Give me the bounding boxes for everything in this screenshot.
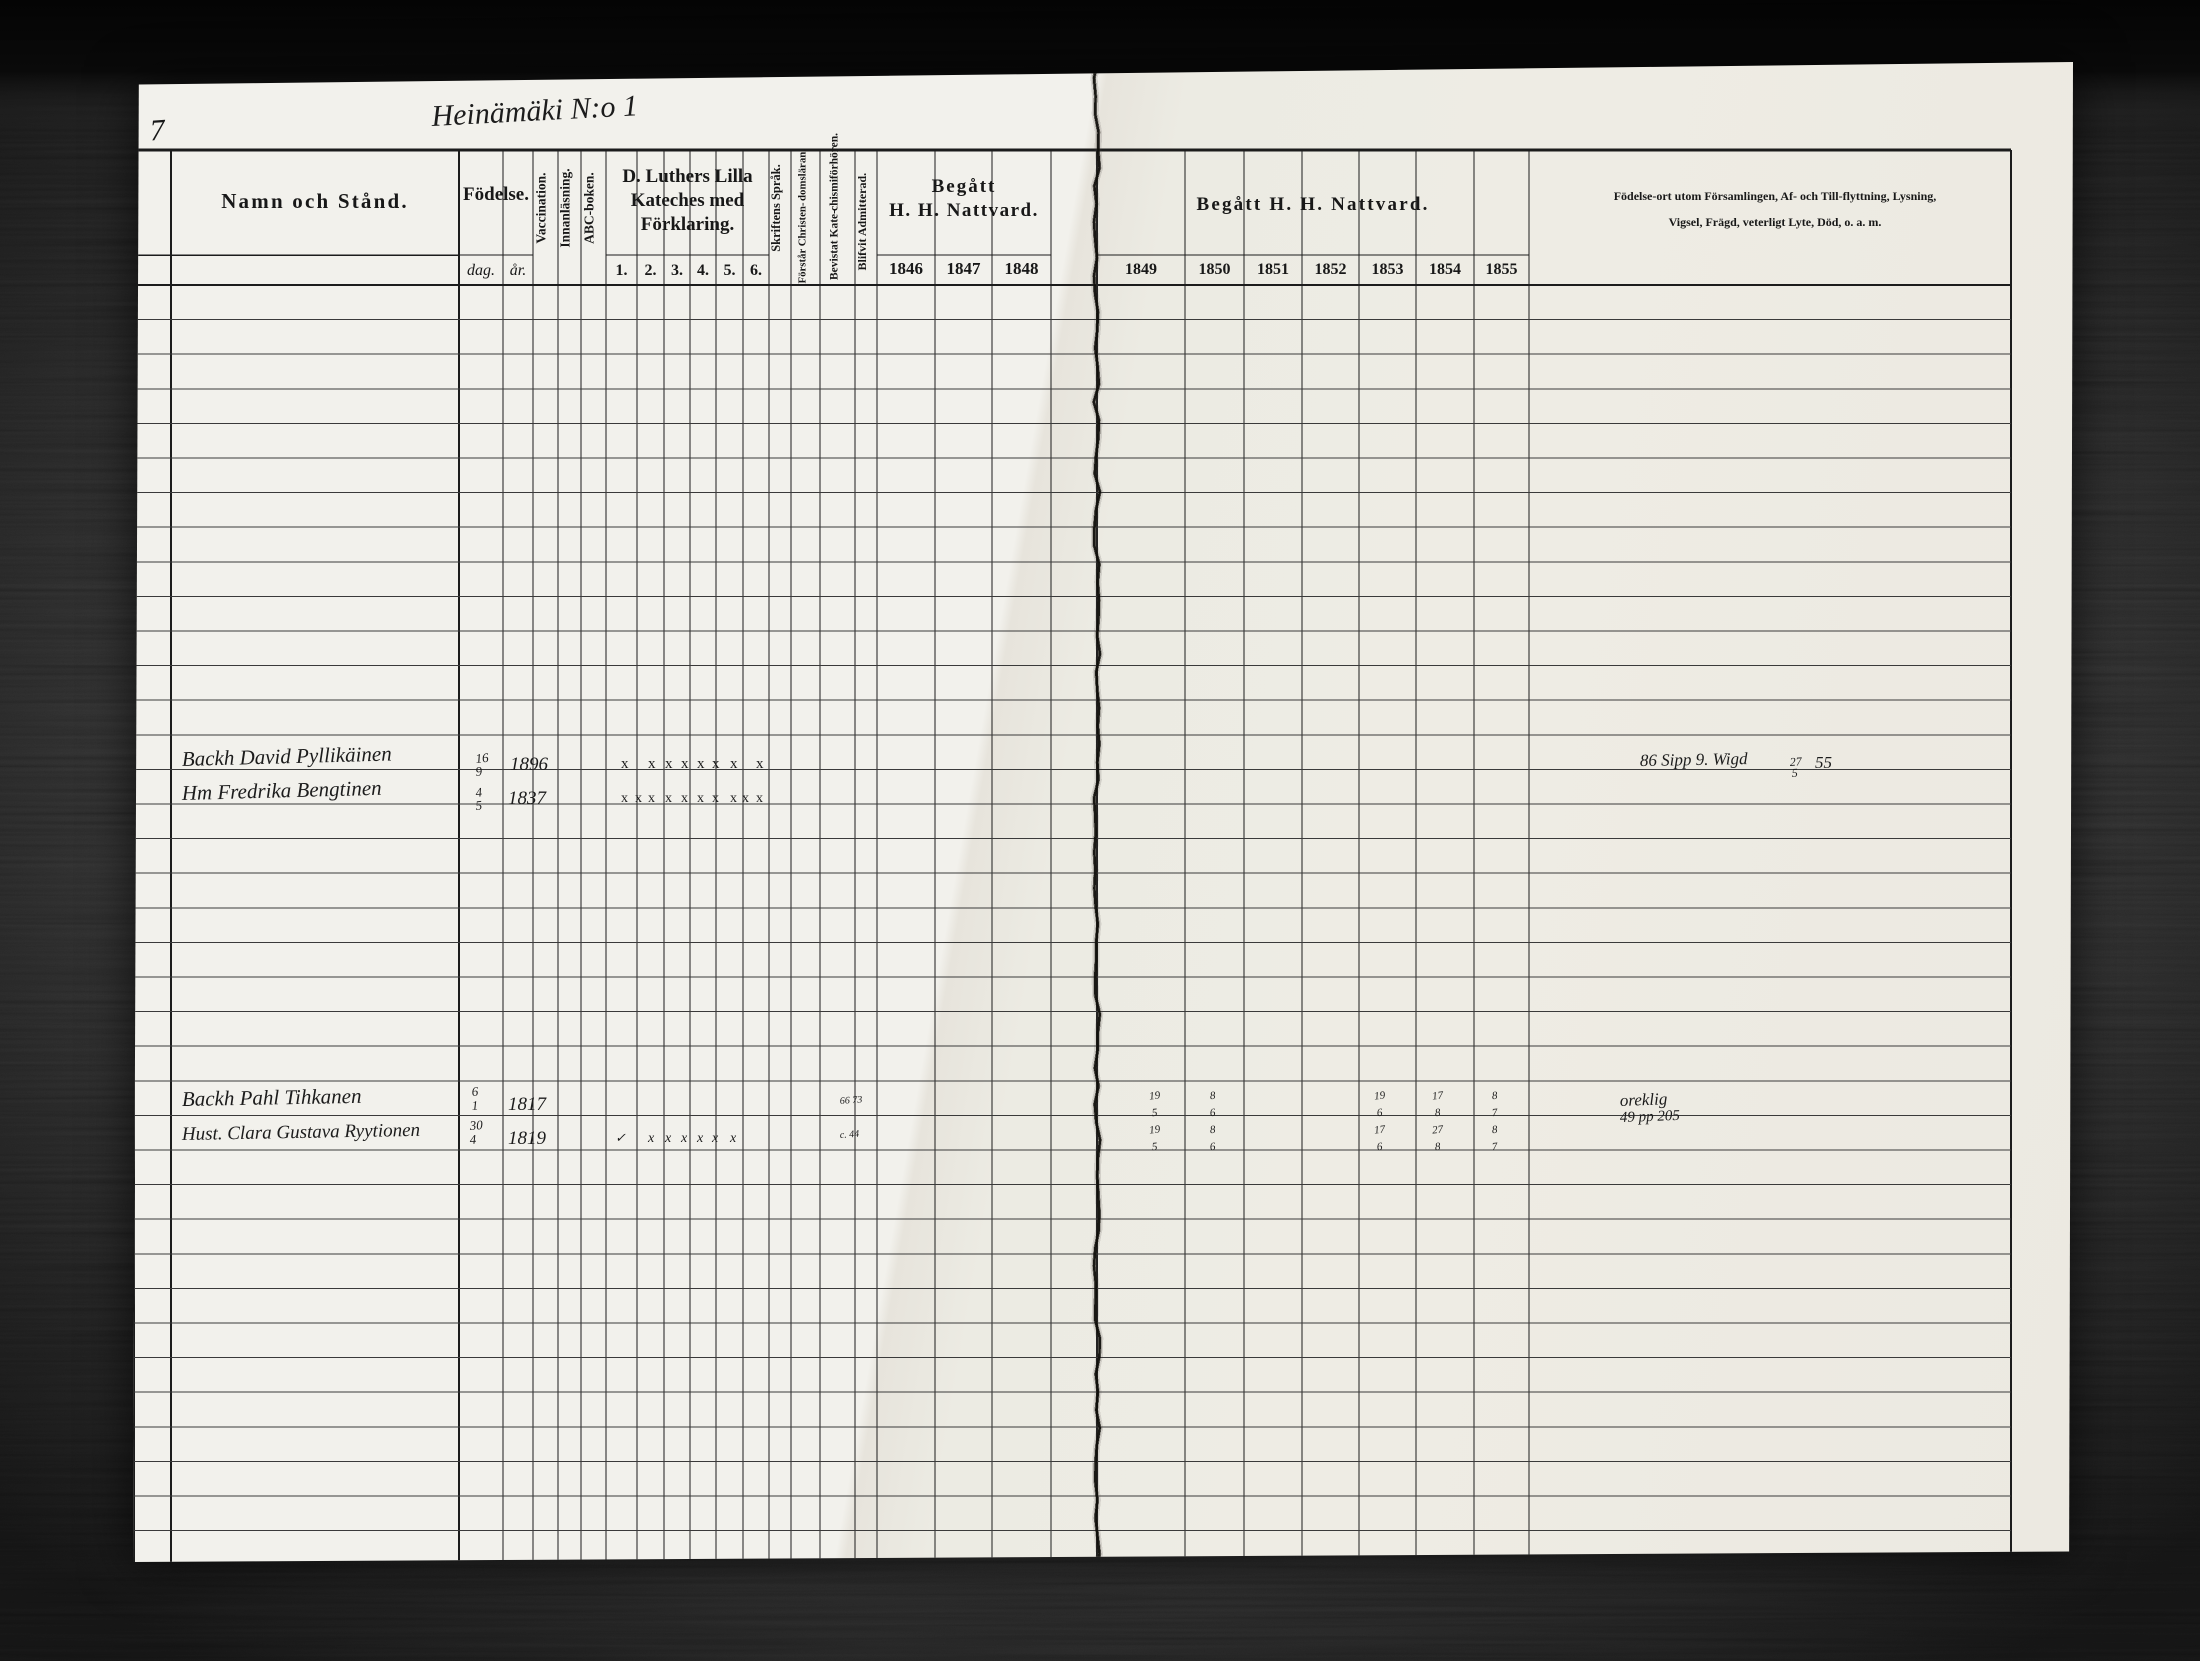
- svg-text:x: x: [756, 756, 764, 772]
- svg-text:5: 5: [1151, 1107, 1158, 1120]
- svg-text:oreklig: oreklig: [1619, 1089, 1667, 1110]
- svg-text:x: x: [730, 756, 738, 772]
- svg-text:x: x: [697, 756, 705, 772]
- svg-text:x: x: [711, 1131, 719, 1146]
- svg-text:x: x: [681, 791, 688, 806]
- svg-text:x: x: [647, 1131, 655, 1146]
- svg-text:8: 8: [1209, 1090, 1216, 1103]
- svg-text:6: 6: [1209, 1107, 1216, 1120]
- svg-text:Backh David Pyllikäinen: Backh David Pyllikäinen: [182, 742, 392, 771]
- svg-text:8: 8: [1491, 1124, 1498, 1137]
- svg-text:x: x: [665, 791, 672, 806]
- svg-text:7: 7: [1491, 1141, 1498, 1154]
- svg-text:c. 44: c. 44: [839, 1129, 859, 1141]
- svg-text:5: 5: [1791, 766, 1798, 780]
- svg-text:x: x: [680, 1131, 688, 1146]
- svg-text:x: x: [648, 756, 656, 772]
- svg-text:✓: ✓: [615, 1130, 626, 1145]
- svg-text:x: x: [621, 756, 629, 772]
- svg-text:1817: 1817: [508, 1094, 548, 1115]
- svg-text:x: x: [742, 791, 749, 806]
- svg-text:x: x: [712, 791, 719, 806]
- svg-text:4: 4: [469, 1132, 477, 1147]
- svg-text:19: 19: [1149, 1123, 1162, 1136]
- svg-text:1: 1: [471, 1098, 479, 1113]
- svg-text:Heinämäki N:o 1: Heinämäki N:o 1: [430, 89, 639, 133]
- svg-text:x: x: [681, 756, 689, 772]
- svg-text:6: 6: [471, 1084, 479, 1099]
- svg-text:x: x: [664, 1131, 672, 1146]
- svg-text:x: x: [635, 791, 642, 806]
- svg-text:27: 27: [1432, 1123, 1445, 1136]
- svg-text:5: 5: [475, 797, 484, 813]
- svg-text:8: 8: [1434, 1141, 1441, 1154]
- svg-text:17: 17: [1432, 1089, 1445, 1102]
- svg-text:8: 8: [1209, 1124, 1216, 1137]
- svg-text:19: 19: [1149, 1089, 1162, 1102]
- svg-text:x: x: [621, 791, 628, 806]
- svg-text:1896: 1896: [510, 754, 549, 775]
- svg-text:5: 5: [1151, 1141, 1158, 1154]
- svg-text:9: 9: [475, 763, 484, 779]
- svg-text:Hm Fredrika Bengtinen: Hm Fredrika Bengtinen: [181, 776, 382, 805]
- svg-text:17: 17: [1374, 1123, 1387, 1136]
- svg-text:1819: 1819: [508, 1128, 547, 1149]
- svg-text:x: x: [729, 1131, 737, 1146]
- svg-text:66 73: 66 73: [839, 1094, 862, 1107]
- svg-text:30: 30: [468, 1117, 484, 1133]
- svg-text:19: 19: [1374, 1089, 1387, 1102]
- svg-text:x: x: [756, 791, 763, 806]
- svg-text:8: 8: [1491, 1090, 1498, 1103]
- svg-text:7: 7: [1491, 1107, 1498, 1120]
- svg-text:1837: 1837: [508, 788, 548, 809]
- svg-text:Backh Pahl Tihkanen: Backh Pahl Tihkanen: [182, 1084, 362, 1111]
- svg-text:55: 55: [1815, 753, 1832, 772]
- svg-text:86 Sipp 9. Wigd: 86 Sipp 9. Wigd: [1640, 749, 1748, 770]
- svg-text:x: x: [730, 791, 737, 806]
- svg-text:x: x: [648, 791, 655, 806]
- svg-text:x: x: [697, 791, 704, 806]
- svg-text:x: x: [696, 1131, 704, 1146]
- svg-text:6: 6: [1376, 1141, 1383, 1154]
- svg-text:8: 8: [1434, 1107, 1441, 1120]
- svg-text:49 pp 205: 49 pp 205: [1620, 1108, 1681, 1126]
- svg-text:x: x: [665, 756, 673, 772]
- svg-text:6: 6: [1376, 1107, 1383, 1120]
- svg-text:x: x: [712, 756, 720, 772]
- svg-text:6: 6: [1209, 1141, 1216, 1154]
- svg-text:Hust. Clara Gustava Ryytionen: Hust. Clara Gustava Ryytionen: [181, 1120, 421, 1145]
